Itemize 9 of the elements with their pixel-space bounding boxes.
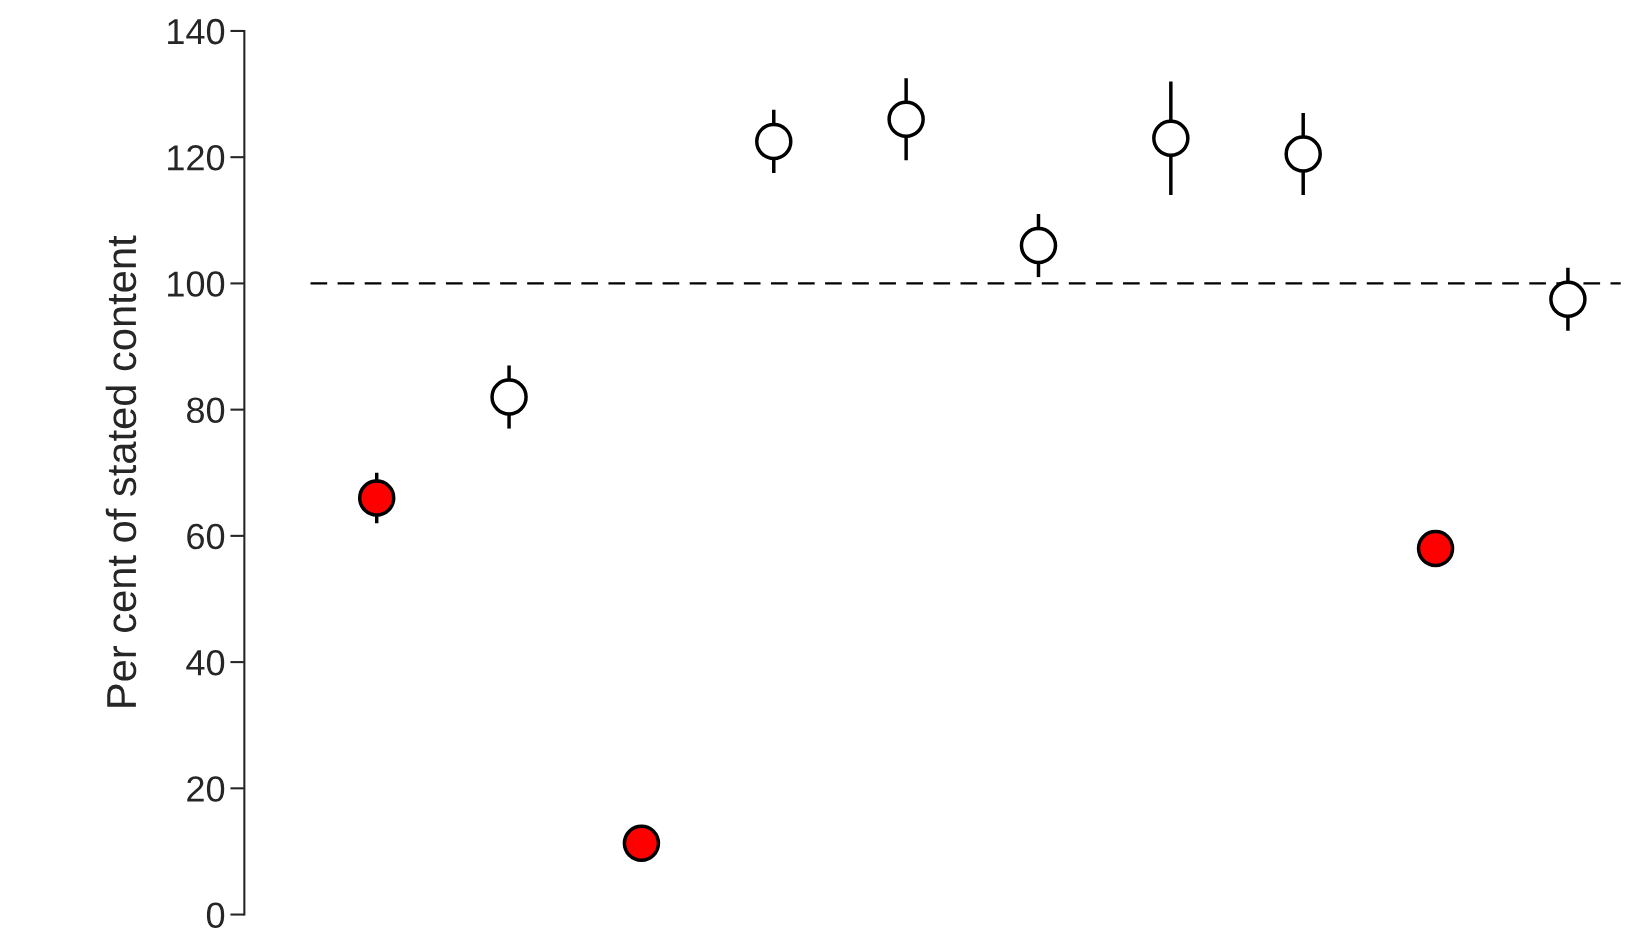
y-tick-label: 80: [187, 397, 225, 424]
y-tick-label: 100: [168, 271, 225, 297]
y-tick-label: 140: [168, 18, 225, 45]
y-tick-label: 120: [168, 145, 225, 171]
y-tick-label: 40: [186, 649, 225, 676]
y-axis-title: Per cent of stated content: [105, 235, 137, 707]
y-tick-label: 0: [206, 902, 225, 928]
y-tick-label: 60: [187, 523, 225, 550]
y-tick-label: 20: [187, 776, 225, 802]
